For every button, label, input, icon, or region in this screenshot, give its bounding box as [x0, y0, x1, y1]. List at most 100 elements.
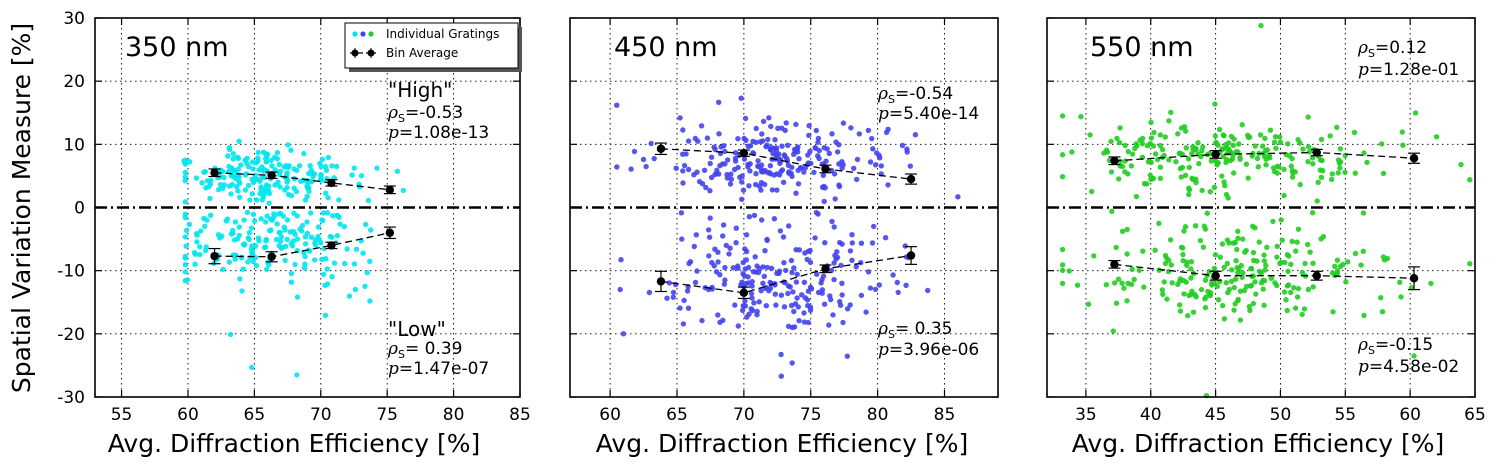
grating-point-low — [363, 221, 369, 228]
grating-point-high — [264, 154, 270, 160]
bin-average-line-high — [214, 172, 390, 191]
grating-point-high — [1319, 157, 1325, 164]
grating-point-high — [319, 156, 326, 162]
grating-point-low — [713, 269, 720, 275]
grating-point-low — [182, 234, 188, 240]
p-value: 4.58e-02 — [1383, 357, 1459, 377]
grating-point-high — [716, 131, 722, 137]
svg-text:ρS=-0.15: ρS=-0.15 — [1357, 335, 1433, 357]
grating-point-low — [1378, 295, 1384, 301]
grating-point-outlier — [1411, 353, 1417, 359]
grating-point-low — [1305, 286, 1312, 293]
grating-point-low — [251, 218, 258, 224]
rho-symbol: ρ — [1357, 38, 1368, 58]
grating-point-low — [764, 264, 770, 271]
grating-point-low — [182, 253, 188, 260]
rho-value: -0.53 — [419, 103, 463, 123]
grating-point-high — [628, 166, 634, 172]
rho-value: 0.35 — [909, 319, 952, 339]
grating-point-low — [1229, 267, 1235, 273]
p-symbol: p — [388, 359, 399, 379]
grating-point-low — [796, 318, 802, 324]
grating-point-low — [791, 308, 797, 315]
grating-point-low — [1181, 291, 1187, 297]
grating-point-high — [912, 132, 919, 138]
grating-point-high — [1149, 175, 1155, 182]
grating-point-high — [1328, 176, 1335, 183]
grating-point-high — [815, 135, 822, 142]
grating-point-low — [1291, 285, 1297, 291]
grating-point-high — [1116, 176, 1122, 182]
grating-point-high — [1257, 132, 1264, 138]
grating-point-high — [883, 129, 890, 136]
grating-point-low — [1212, 252, 1219, 258]
grating-point-low — [334, 213, 341, 219]
grating-point-high — [1318, 136, 1325, 143]
grating-point-high — [1103, 147, 1110, 153]
grating-point-high — [640, 156, 647, 163]
grating-point-low — [780, 234, 787, 240]
grating-point-high — [699, 181, 706, 187]
grating-point-high — [318, 164, 324, 170]
grating-point-low — [194, 239, 200, 245]
grating-point-high — [1114, 135, 1120, 142]
grating-point-high — [877, 155, 883, 161]
grating-point-low — [1124, 251, 1130, 257]
grating-point-low — [367, 258, 373, 264]
grating-point-low — [743, 257, 749, 263]
grating-point-low — [1161, 279, 1167, 285]
grating-point-low — [1231, 307, 1237, 313]
grating-point-low — [1360, 210, 1367, 216]
grating-point-low — [198, 228, 204, 234]
grating-point-high — [242, 187, 249, 193]
grating-point-high — [225, 153, 231, 159]
grating-point-low — [324, 266, 330, 272]
grating-point-low — [863, 309, 869, 315]
grating-point-high — [1159, 146, 1166, 153]
grating-point-high — [1305, 114, 1311, 120]
bin-average-marker — [1211, 271, 1220, 280]
annotation-low-450nm: ρS= 0.35 p=3.96e-06 — [877, 319, 979, 360]
grating-point-low — [1243, 283, 1250, 290]
grating-point-low — [785, 283, 792, 289]
equals-sign: = — [1375, 38, 1389, 58]
grating-point-low — [793, 247, 799, 253]
grating-point-high — [249, 191, 255, 197]
grating-point-low — [334, 233, 341, 239]
grating-point-low — [1262, 267, 1268, 273]
grating-point-low — [1119, 228, 1126, 234]
grating-point-high — [1148, 119, 1154, 126]
grating-point-high — [1157, 164, 1164, 170]
grating-point-high — [308, 167, 315, 174]
grating-point-high — [1236, 141, 1242, 147]
grating-point-high — [775, 125, 781, 131]
bin-average-marker — [656, 144, 666, 153]
grating-point-high — [677, 115, 683, 121]
grating-point-low — [184, 277, 191, 283]
grating-point-low — [1295, 285, 1302, 292]
grating-point-low — [1167, 237, 1174, 243]
grating-point-low — [1305, 241, 1311, 248]
grating-point-low — [849, 232, 855, 238]
grating-point-low — [360, 250, 366, 256]
grating-point-high — [1289, 174, 1296, 180]
grating-point-low — [761, 273, 767, 279]
bin-average-marker — [906, 251, 916, 260]
svg-text:ρS=-0.53: ρS=-0.53 — [387, 103, 463, 125]
annotation-high-550nm: ρS=0.12 p=1.28e-01 — [1357, 38, 1459, 80]
grating-point-low — [1235, 235, 1241, 241]
equals-sign: = — [1369, 60, 1383, 80]
grating-point-high — [1177, 150, 1183, 156]
grating-point-high — [255, 158, 261, 164]
grating-point-high — [333, 163, 340, 170]
grating-point-high — [1273, 145, 1279, 151]
grating-point-low — [337, 221, 343, 227]
grating-point-high — [806, 132, 812, 139]
grating-point-low — [1299, 269, 1306, 276]
svg-text:ρS=0.12: ρS=0.12 — [1357, 38, 1427, 60]
grating-point-high — [234, 154, 241, 160]
grating-point-high — [806, 123, 812, 129]
grating-point-low — [783, 267, 789, 274]
grating-point-high — [215, 187, 222, 193]
grating-point-low — [820, 273, 827, 279]
